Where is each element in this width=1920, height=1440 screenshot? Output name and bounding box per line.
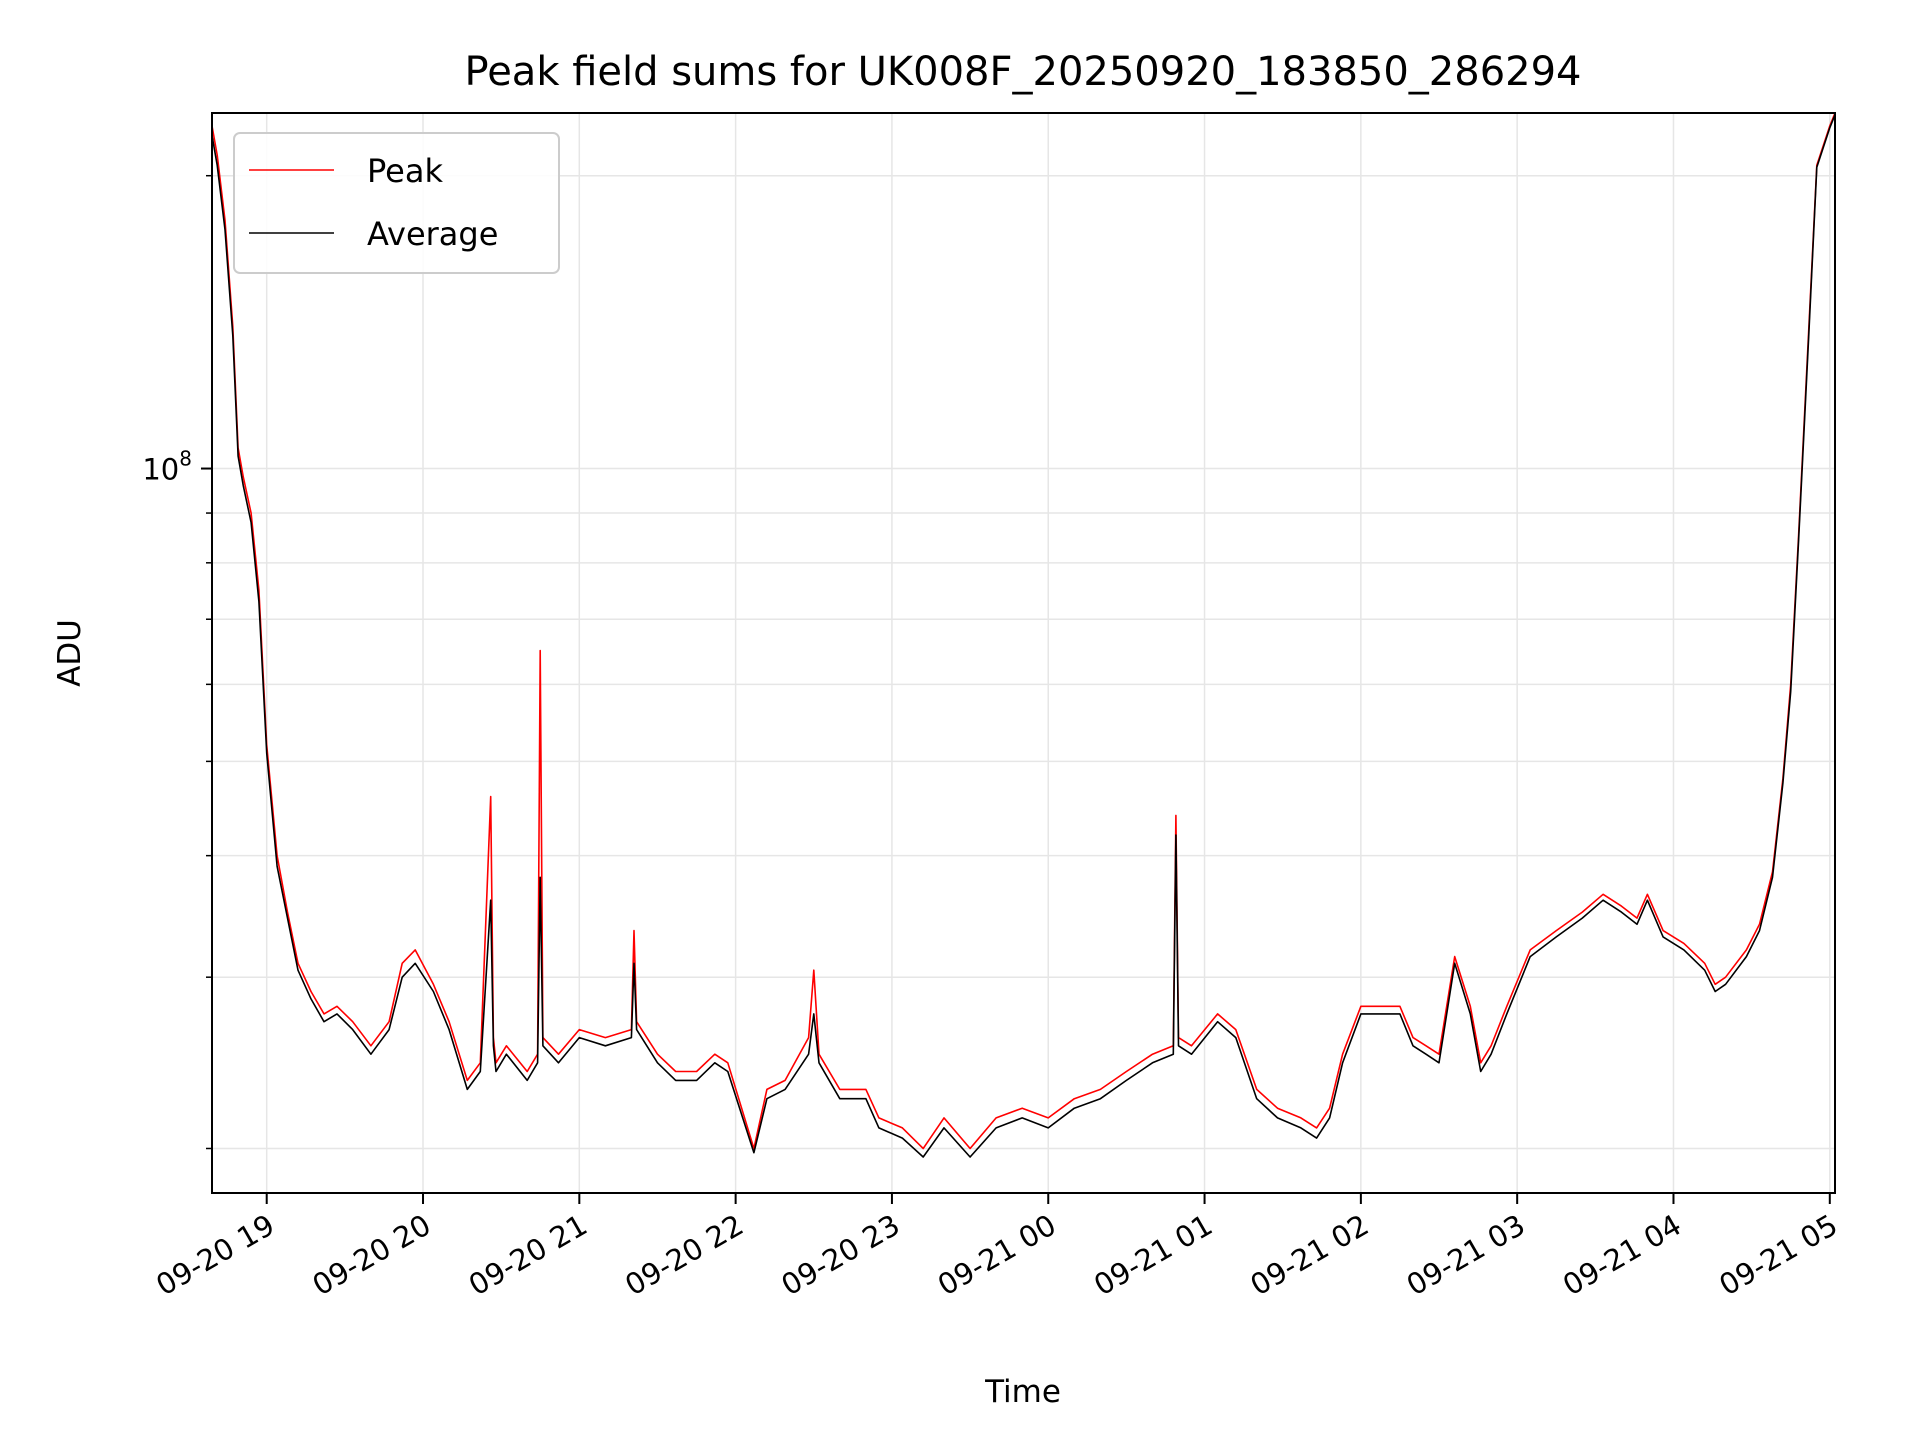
plot-frame <box>211 112 1836 1194</box>
legend: Peak Average <box>233 132 560 274</box>
legend-label-average: Average <box>367 215 498 253</box>
grid <box>212 113 1835 1193</box>
series-line-average <box>211 114 1836 1158</box>
legend-box <box>233 132 560 274</box>
legend-label-peak: Peak <box>367 152 443 190</box>
chart-title: Peak field sums for UK008F_20250920_1838… <box>465 49 1582 95</box>
series-line-peak <box>211 112 1836 1150</box>
x-axis-label: Time <box>984 1374 1061 1410</box>
y-tick-label: 108 <box>142 447 192 487</box>
series-layer <box>211 112 1836 1158</box>
y-axis-label: ADU <box>52 619 88 687</box>
